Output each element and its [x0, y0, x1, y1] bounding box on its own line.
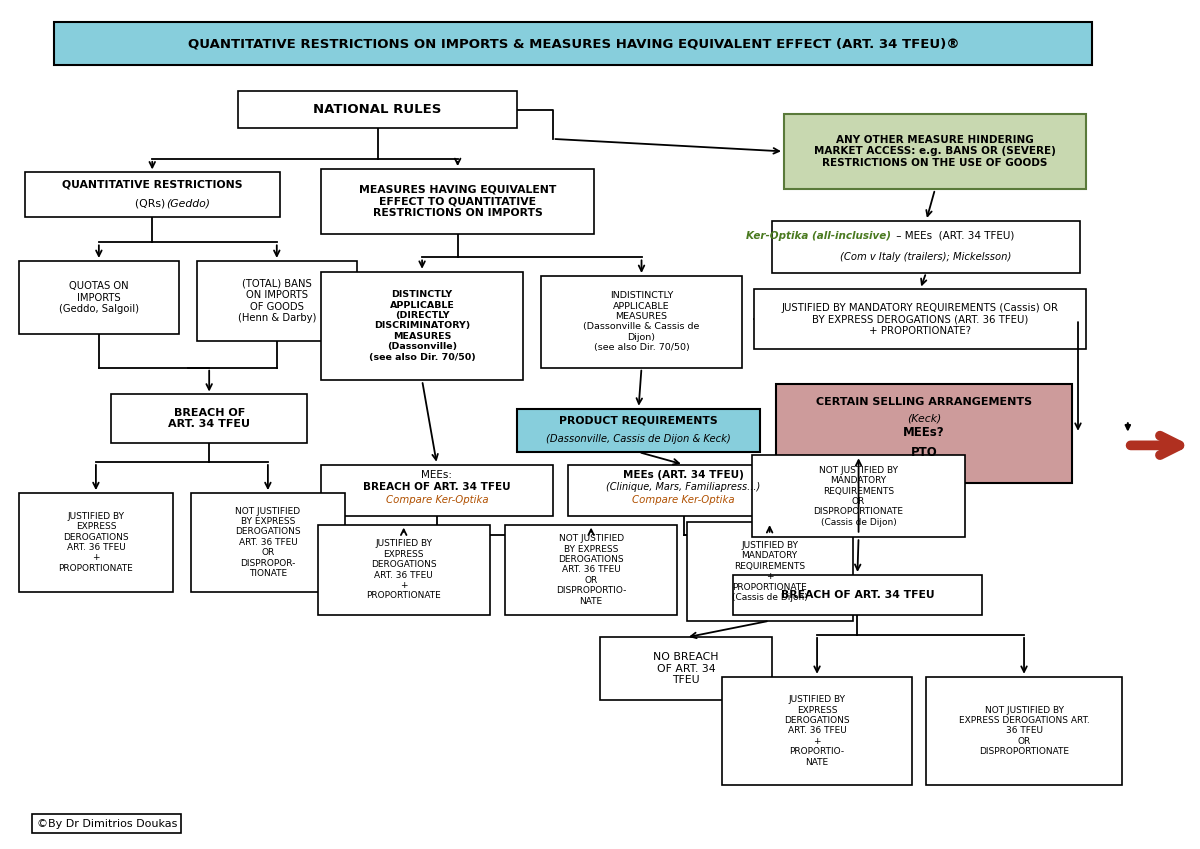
Text: (Keck): (Keck) — [907, 413, 941, 424]
Text: NATIONAL RULES: NATIONAL RULES — [313, 104, 442, 116]
FancyBboxPatch shape — [926, 677, 1122, 785]
Text: Compare Ker-Optika: Compare Ker-Optika — [632, 496, 734, 505]
Text: PTO: PTO — [911, 446, 937, 458]
Text: (Geddo): (Geddo) — [167, 198, 210, 208]
Text: QUANTITATIVE RESTRICTIONS ON IMPORTS & MEASURES HAVING EQUIVALENT EFFECT (ART. 3: QUANTITATIVE RESTRICTIONS ON IMPORTS & M… — [187, 37, 959, 50]
FancyBboxPatch shape — [733, 575, 982, 615]
Text: BREACH OF
ART. 34 TFEU: BREACH OF ART. 34 TFEU — [168, 408, 250, 430]
FancyBboxPatch shape — [784, 114, 1086, 189]
Text: MEEs?: MEEs? — [902, 425, 944, 439]
Text: QUANTITATIVE RESTRICTIONS: QUANTITATIVE RESTRICTIONS — [62, 180, 242, 190]
FancyBboxPatch shape — [322, 169, 594, 234]
Text: JUSTIFIED BY MANDATORY REQUIREMENTS (Cassis) OR
BY EXPRESS DEROGATIONS (ART. 36 : JUSTIFIED BY MANDATORY REQUIREMENTS (Cas… — [781, 303, 1058, 336]
FancyBboxPatch shape — [775, 385, 1072, 483]
Text: NOT JUSTIFIED BY
EXPRESS DEROGATIONS ART.
36 TFEU
OR
DISPROPORTIONATE: NOT JUSTIFIED BY EXPRESS DEROGATIONS ART… — [959, 706, 1090, 756]
FancyBboxPatch shape — [686, 522, 853, 621]
Text: (TOTAL) BANS
ON IMPORTS
OF GOODS
(Henn & Darby): (TOTAL) BANS ON IMPORTS OF GOODS (Henn &… — [238, 278, 316, 323]
FancyBboxPatch shape — [322, 464, 552, 516]
Text: BREACH OF ART. 34 TFEU: BREACH OF ART. 34 TFEU — [364, 482, 511, 492]
Text: Ker-Optika (all-inclusive): Ker-Optika (all-inclusive) — [745, 231, 890, 241]
FancyBboxPatch shape — [722, 677, 912, 785]
FancyBboxPatch shape — [25, 172, 280, 217]
Text: JUSTIFIED BY
EXPRESS
DEROGATIONS
ART. 36 TFEU
+
PROPORTIO-
NATE: JUSTIFIED BY EXPRESS DEROGATIONS ART. 36… — [785, 695, 850, 767]
Text: (Dassonville, Cassis de Dijon & Keck): (Dassonville, Cassis de Dijon & Keck) — [546, 434, 731, 444]
Text: (Com v Italy (trailers); Mickelsson): (Com v Italy (trailers); Mickelsson) — [840, 252, 1012, 262]
Text: MEASURES HAVING EQUIVALENT
EFFECT TO QUANTITATIVE
RESTRICTIONS ON IMPORTS: MEASURES HAVING EQUIVALENT EFFECT TO QUA… — [359, 185, 557, 218]
Text: JUSTIFIED BY
EXPRESS
DEROGATIONS
ART. 36 TFEU
+
PROPORTIONATE: JUSTIFIED BY EXPRESS DEROGATIONS ART. 36… — [59, 512, 133, 573]
Text: MEEs:: MEEs: — [421, 470, 452, 481]
Text: DISTINCTLY
APPLICABLE
(DIRECTLY
DISCRIMINATORY)
MEASURES
(Dassonville)
(see also: DISTINCTLY APPLICABLE (DIRECTLY DISCRIMI… — [368, 290, 475, 362]
Text: JUSTIFIED BY
EXPRESS
DEROGATIONS
ART. 36 TFEU
+
PROPORTIONATE: JUSTIFIED BY EXPRESS DEROGATIONS ART. 36… — [366, 539, 442, 600]
Text: NOT JUSTIFIED
BY EXPRESS
DEROGATIONS
ART. 36 TFEU
OR
DISPROPOR-
TIONATE: NOT JUSTIFIED BY EXPRESS DEROGATIONS ART… — [235, 507, 301, 578]
FancyBboxPatch shape — [600, 638, 772, 700]
FancyBboxPatch shape — [112, 395, 307, 443]
FancyBboxPatch shape — [318, 525, 490, 615]
Text: NO BREACH
OF ART. 34
TFEU: NO BREACH OF ART. 34 TFEU — [653, 652, 719, 685]
FancyBboxPatch shape — [505, 525, 677, 615]
Text: MEEs (ART. 34 TFEU): MEEs (ART. 34 TFEU) — [623, 470, 744, 481]
FancyBboxPatch shape — [517, 408, 760, 452]
Text: (Clinique, Mars, Familiapress...): (Clinique, Mars, Familiapress...) — [606, 482, 761, 492]
Text: Compare Ker-Optika: Compare Ker-Optika — [385, 496, 488, 505]
FancyBboxPatch shape — [239, 92, 517, 128]
FancyBboxPatch shape — [322, 272, 523, 380]
FancyBboxPatch shape — [541, 276, 743, 368]
Text: ©By Dr Dimitrios Doukas: ©By Dr Dimitrios Doukas — [36, 818, 176, 829]
FancyBboxPatch shape — [568, 464, 799, 516]
FancyBboxPatch shape — [54, 22, 1092, 65]
Text: CERTAIN SELLING ARRANGEMENTS: CERTAIN SELLING ARRANGEMENTS — [816, 397, 1032, 407]
FancyBboxPatch shape — [19, 493, 173, 592]
FancyBboxPatch shape — [19, 261, 179, 335]
FancyBboxPatch shape — [754, 290, 1086, 349]
Text: (QRs): (QRs) — [136, 198, 169, 208]
Text: QUOTAS ON
IMPORTS
(Geddo, Salgoil): QUOTAS ON IMPORTS (Geddo, Salgoil) — [59, 281, 139, 314]
FancyBboxPatch shape — [752, 455, 965, 537]
Text: – MEEs  (ART. 34 TFEU): – MEEs (ART. 34 TFEU) — [893, 231, 1014, 241]
Text: JUSTIFIED BY
MANDATORY
REQUIREMENTS
+
PROPORTIONATE
(Cassis de Dijon): JUSTIFIED BY MANDATORY REQUIREMENTS + PR… — [732, 541, 808, 602]
Text: NOT JUSTIFIED BY
MANDATORY
REQUIREMENTS
OR
DISPROPORTIONATE
(Cassis de Dijon): NOT JUSTIFIED BY MANDATORY REQUIREMENTS … — [814, 466, 904, 527]
FancyBboxPatch shape — [191, 493, 344, 592]
Text: INDISTINCTLY
APPLICABLE
MEASURES
(Dassonville & Cassis de
Dijon)
(see also Dir. : INDISTINCTLY APPLICABLE MEASURES (Dasson… — [583, 291, 700, 352]
FancyBboxPatch shape — [197, 261, 356, 341]
Text: BREACH OF ART. 34 TFEU: BREACH OF ART. 34 TFEU — [780, 590, 934, 600]
FancyBboxPatch shape — [772, 221, 1080, 273]
Text: PRODUCT REQUIREMENTS: PRODUCT REQUIREMENTS — [559, 415, 718, 425]
Text: NOT JUSTIFIED
BY EXPRESS
DEROGATIONS
ART. 36 TFEU
OR
DISPROPORTIO-
NATE: NOT JUSTIFIED BY EXPRESS DEROGATIONS ART… — [556, 534, 626, 605]
Text: ANY OTHER MEASURE HINDERING
MARKET ACCESS: e.g. BANS OR (SEVERE)
RESTRICTIONS ON: ANY OTHER MEASURE HINDERING MARKET ACCES… — [814, 135, 1056, 168]
